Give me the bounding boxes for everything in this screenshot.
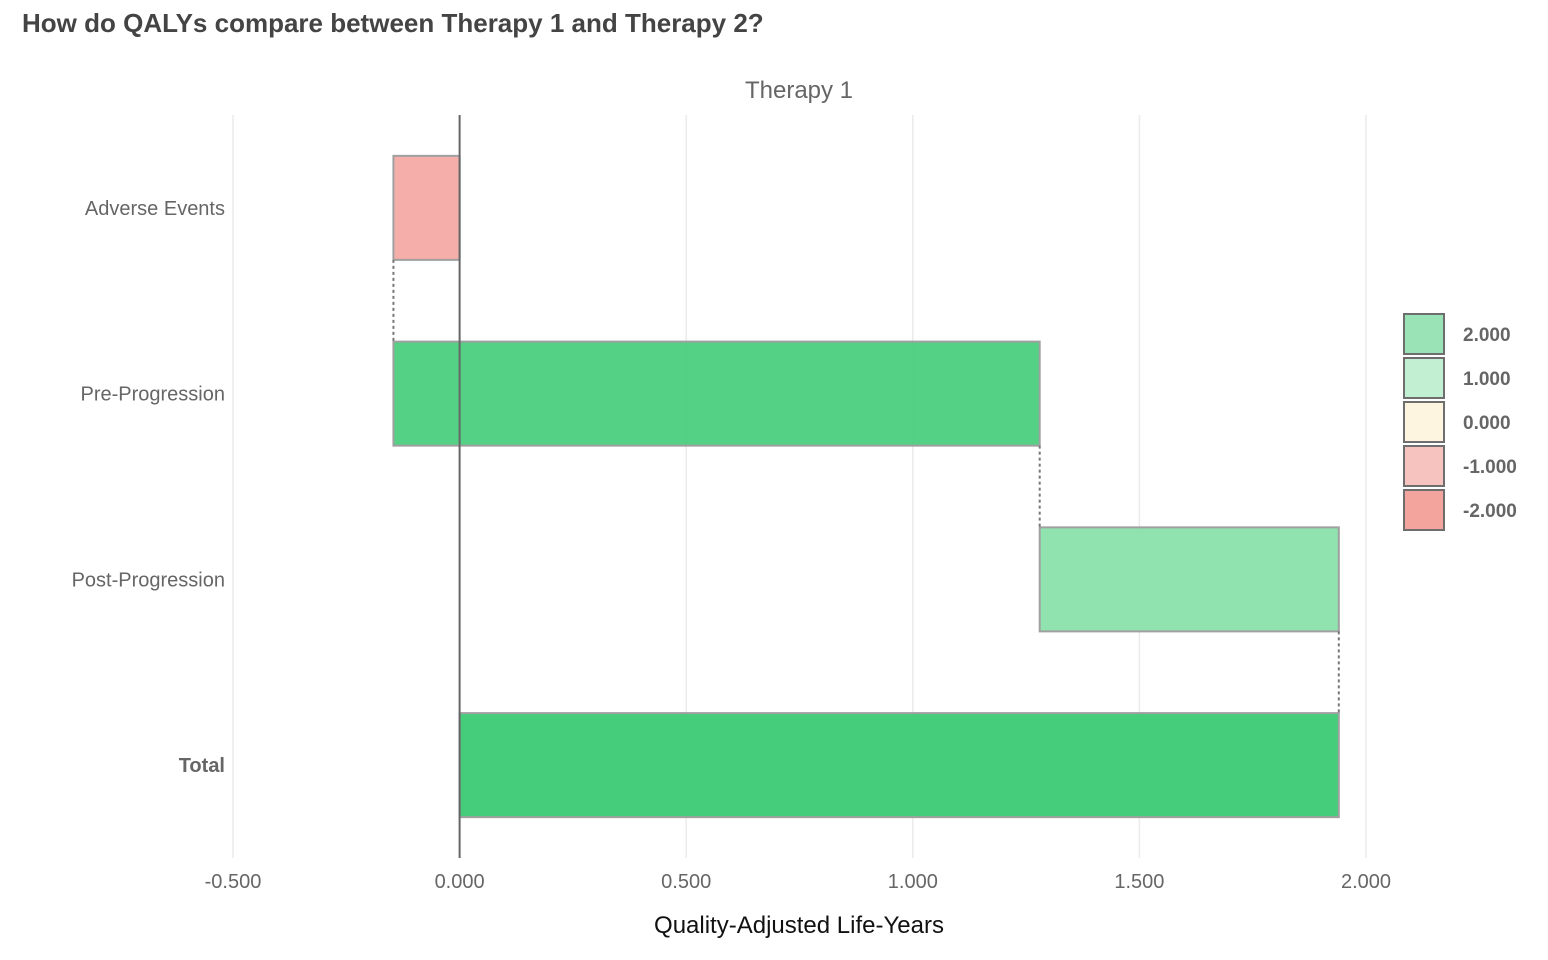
legend-swatch <box>1403 401 1445 443</box>
x-tick-label: 1.000 <box>888 871 938 893</box>
x-tick-label: -0.500 <box>205 871 262 893</box>
category-label: Adverse Events <box>85 198 225 220</box>
legend-swatch <box>1403 313 1445 355</box>
bar <box>392 154 461 261</box>
bar <box>1038 526 1340 633</box>
category-label: Total <box>179 755 225 777</box>
x-tick-label: 0.500 <box>661 871 711 893</box>
legend-swatch <box>1403 445 1445 487</box>
bars <box>392 154 1340 819</box>
bar <box>458 712 1340 819</box>
legend-swatch <box>1403 489 1445 531</box>
x-axis-title: Quality-Adjusted Life-Years <box>654 912 944 939</box>
chart-title: How do QALYs compare between Therapy 1 a… <box>22 8 764 38</box>
tick-labels: -0.500 0.000 0.500 1.000 1.500 2.000 <box>205 871 1391 893</box>
legend-label: 1.000 <box>1463 369 1511 390</box>
legend-label: -2.000 <box>1463 501 1517 522</box>
connector-lines <box>392 259 1340 714</box>
legend-label: -1.000 <box>1463 457 1517 478</box>
bar <box>392 340 1041 447</box>
category-label: Pre-Progression <box>80 384 225 406</box>
legend-swatch <box>1403 357 1445 399</box>
x-tick-label: 0.000 <box>435 871 485 893</box>
x-tick-label: 2.000 <box>1341 871 1391 893</box>
facet-label: Therapy 1 <box>745 77 853 104</box>
x-tick-label: 1.500 <box>1114 871 1164 893</box>
legend-label: 2.000 <box>1463 325 1511 346</box>
legend: 2.000 1.000 0.000 -1.000 -2.000 <box>1403 313 1517 531</box>
legend-label: 0.000 <box>1463 413 1511 434</box>
category-label: Post-Progression <box>72 569 225 591</box>
category-labels: Adverse Events Pre-Progression Post-Progre… <box>72 198 225 777</box>
